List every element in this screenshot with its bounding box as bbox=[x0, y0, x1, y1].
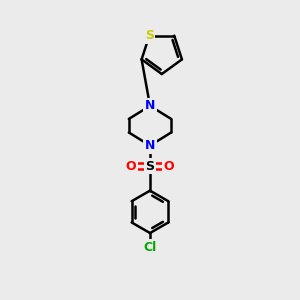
Text: N: N bbox=[145, 99, 155, 112]
Text: O: O bbox=[125, 160, 136, 173]
Text: N: N bbox=[145, 139, 155, 152]
Text: Cl: Cl bbox=[143, 241, 157, 254]
Text: S: S bbox=[146, 160, 154, 173]
Text: S: S bbox=[145, 29, 154, 42]
Text: O: O bbox=[164, 160, 175, 173]
